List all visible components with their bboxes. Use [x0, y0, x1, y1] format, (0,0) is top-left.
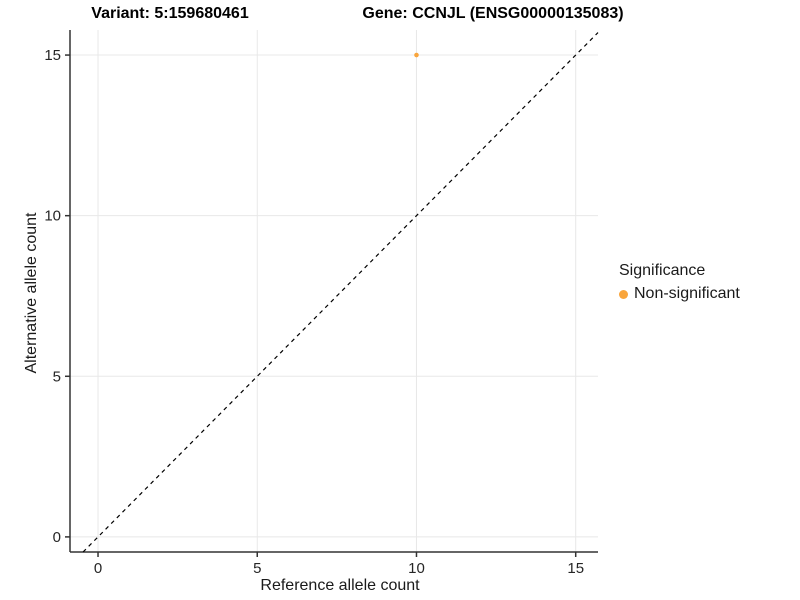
x-tick-label: 5	[253, 560, 261, 577]
x-tick-label: 15	[567, 560, 584, 577]
gene-title: Gene: CCNJL (ENSG00000135083)	[362, 5, 624, 22]
legend-title: Significance	[619, 262, 706, 279]
y-tick-label: 5	[53, 368, 61, 385]
y-tick-label: 0	[53, 529, 61, 546]
data-point[interactable]	[414, 52, 419, 58]
y-tick-label: 15	[44, 47, 61, 64]
legend-entry[interactable]: Non-significant	[619, 285, 740, 303]
variant-title: Variant: 5:159680461	[91, 5, 249, 22]
y-tick-label: 10	[44, 208, 61, 225]
legend-entry-label: Non-significant	[634, 285, 740, 302]
x-tick-label: 10	[408, 560, 425, 577]
x-tick-label: 0	[94, 560, 102, 577]
y-axis-title: Alternative allele count	[23, 212, 40, 374]
legend-point-icon	[619, 289, 628, 299]
legend: Significance Non-significant	[619, 262, 740, 303]
x-axis-title: Reference allele count	[260, 577, 420, 594]
identity-line	[82, 32, 599, 553]
